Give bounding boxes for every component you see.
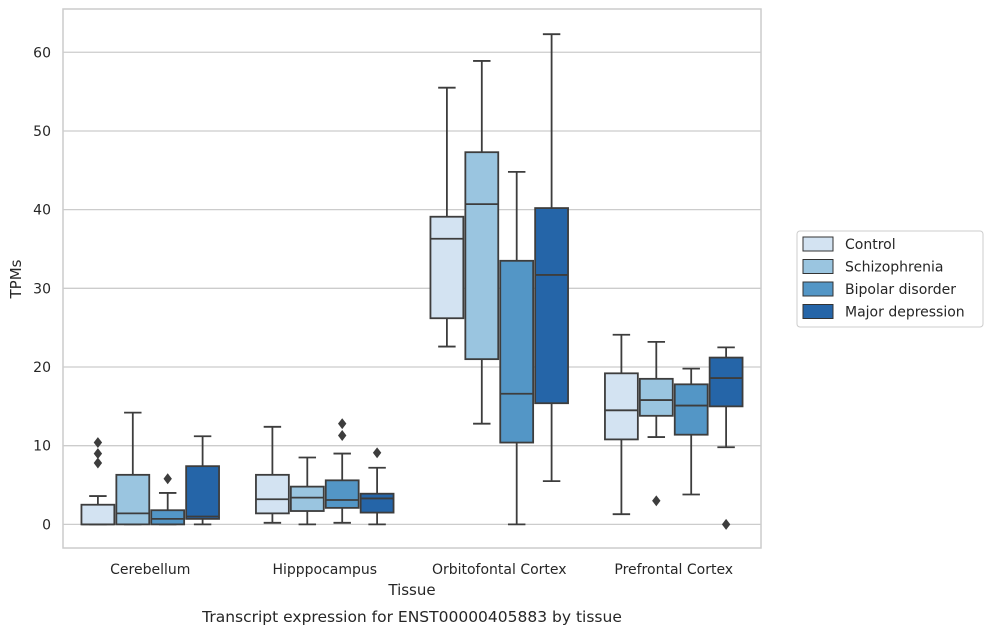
outlier-point — [163, 473, 172, 485]
x-tick-label: Hipppocampus — [272, 562, 377, 578]
legend-swatch — [802, 236, 834, 252]
box — [464, 151, 500, 361]
box-group — [289, 456, 325, 526]
box — [638, 377, 674, 417]
outlier-point — [652, 495, 661, 507]
legend-label: Bipolar disorder — [845, 282, 956, 298]
box — [604, 372, 639, 441]
box-group — [359, 447, 395, 526]
box-group — [604, 333, 639, 516]
box — [708, 356, 744, 408]
outlier-point — [372, 447, 382, 459]
y-tick-label: 0 — [42, 517, 51, 533]
box-group — [638, 340, 674, 507]
gridlines — [63, 51, 761, 526]
legend-label: Major depression — [845, 305, 965, 321]
chart-caption: Transcript expression for ENST0000040588… — [201, 608, 622, 626]
outlier-point — [93, 457, 103, 469]
outlier-point — [721, 518, 731, 530]
legend-frame — [796, 230, 984, 328]
box — [115, 473, 151, 526]
y-tick-label: 20 — [33, 360, 51, 376]
legend-swatch — [802, 259, 834, 274]
y-axis-label: TPMs — [7, 259, 25, 299]
x-tick-label: Orbitofontal Cortex — [432, 562, 567, 578]
box-group — [150, 473, 186, 526]
box-group — [185, 435, 220, 526]
box-group — [429, 86, 465, 348]
y-tick-labels: 0 10 20 30 40 50 60 — [33, 45, 51, 533]
box — [80, 503, 116, 526]
box-group — [534, 33, 569, 483]
y-tick-label: 50 — [33, 124, 51, 140]
x-tick-labels: Cerebellum Hipppocampus Orbitofontal Corte… — [110, 562, 733, 578]
x-tick-label: Cerebellum — [110, 562, 190, 578]
box-plots — [80, 33, 744, 530]
box — [185, 465, 220, 520]
box-group — [673, 367, 709, 496]
y-tick-label: 40 — [33, 203, 51, 219]
box — [324, 479, 360, 509]
box — [534, 207, 569, 405]
box — [359, 492, 395, 514]
x-axis-label: Tissue — [387, 581, 435, 599]
x-tick-label: Prefrontal Cortex — [614, 562, 733, 578]
box — [673, 383, 709, 436]
box-group — [255, 425, 290, 524]
box-group — [115, 411, 151, 526]
box — [289, 485, 325, 512]
box-group — [464, 60, 500, 425]
legend-swatch — [802, 281, 834, 297]
box-group — [80, 437, 116, 526]
outlier-point — [93, 437, 103, 449]
outlier-point — [338, 418, 347, 430]
box — [150, 509, 186, 526]
outlier-point — [93, 448, 103, 460]
legend-label: Control — [845, 237, 896, 253]
box-group — [499, 170, 535, 526]
outlier-point — [338, 430, 347, 441]
y-tick-label: 30 — [33, 281, 51, 297]
legend: Control Schizophrenia Bipolar disorder Majo… — [796, 230, 984, 328]
box-group — [324, 418, 360, 524]
legend-label: Schizophrenia — [845, 260, 943, 276]
box — [499, 259, 535, 444]
box-group — [708, 346, 744, 530]
y-tick-label: 10 — [33, 439, 51, 455]
box — [429, 215, 465, 320]
box — [255, 473, 290, 515]
y-tick-label: 60 — [33, 45, 51, 61]
plot-area-frame — [62, 8, 762, 549]
legend-swatch — [802, 304, 834, 319]
